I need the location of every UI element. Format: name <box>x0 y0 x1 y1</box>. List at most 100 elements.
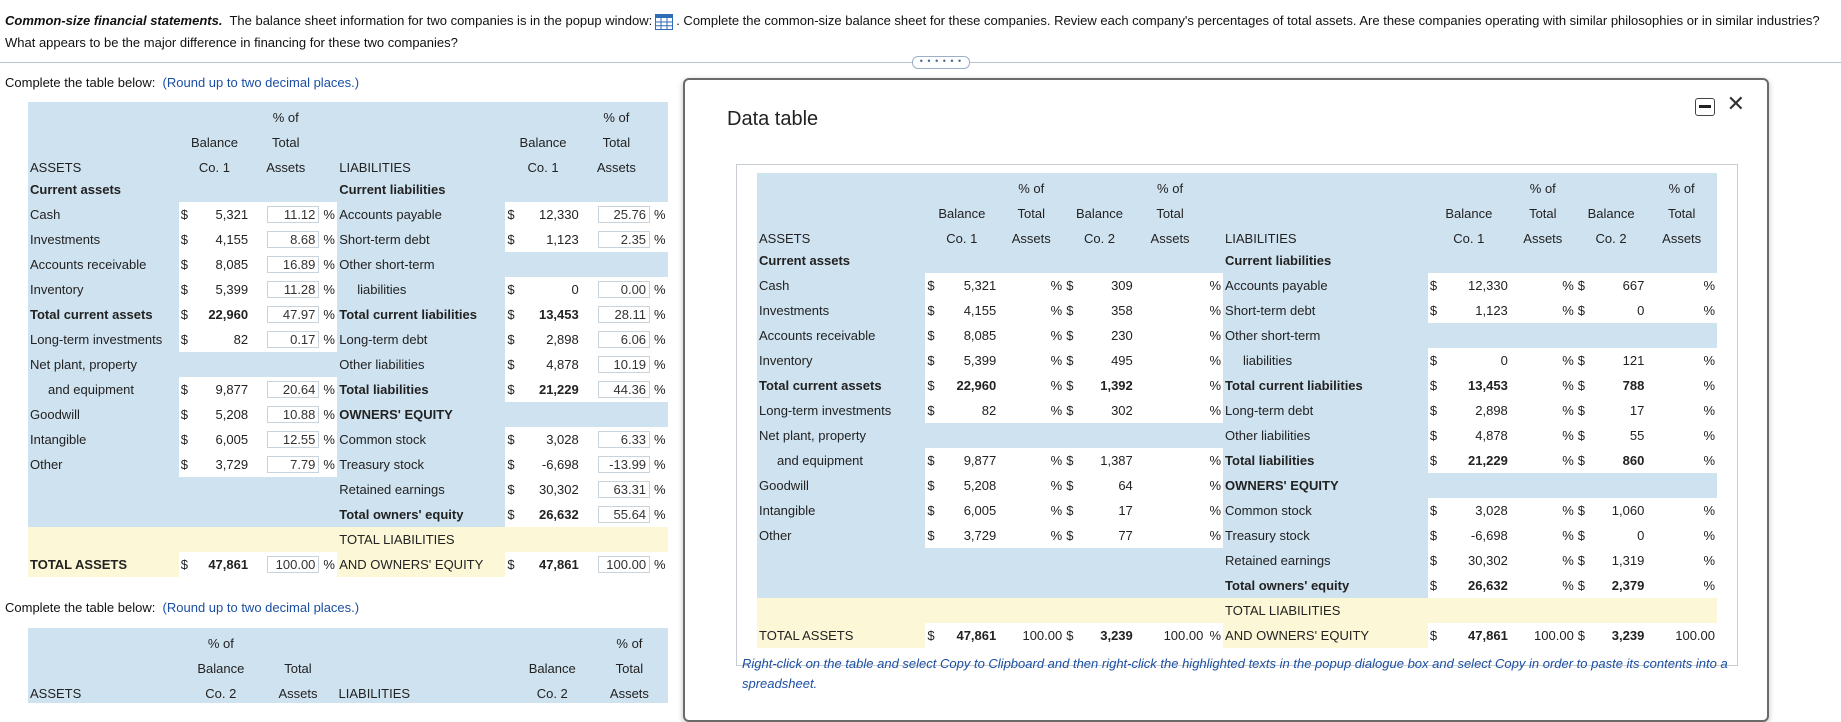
row-label-goodwill: Goodwill <box>28 402 179 427</box>
dt-co2-cash: 309 <box>1111 278 1133 293</box>
dialog-title: Data table <box>727 108 819 130</box>
instruction-2: Complete the table below: (Round up to t… <box>5 600 360 615</box>
answer-table-co2: % of % of Balance Total Balance Total AS… <box>28 628 668 703</box>
dt-co2-inventory: 495 <box>1111 353 1133 368</box>
row-label-total_current_liabilities: Total current liabilities <box>337 302 506 327</box>
dt-co2-intangible: 17 <box>1118 503 1133 518</box>
co1-total_current_assets: 22,960 <box>208 307 249 322</box>
dt-label-current_liabilities: Current liabilities <box>1223 248 1428 273</box>
row-label-total_liab_equity_2: AND OWNERS' EQUITY <box>337 552 506 577</box>
dt-label-blank <box>757 598 926 623</box>
data-table: % of% of% of% of Balance Total Balance Total… <box>757 173 1717 648</box>
pct-input-cash[interactable]: 11.12 <box>250 202 321 227</box>
dt-co2-other_short_term: 121 <box>1622 353 1645 368</box>
co1-investments: 4,155 <box>215 232 249 247</box>
resize-handle[interactable]: • • • • • • <box>912 56 970 69</box>
row-label-accounts_receivable: Accounts receivable <box>28 252 179 277</box>
dt-co2-other: 77 <box>1118 528 1133 543</box>
dt-co2-net_plant: 1,387 <box>1100 453 1133 468</box>
pct-input-accounts_receivable[interactable]: 16.89 <box>250 252 321 277</box>
question-line1-cont: . Complete the common-size balance sheet… <box>676 13 1820 28</box>
co1-treasury_stock: -6,698 <box>541 457 579 472</box>
row-label-common_stock: Common stock <box>337 427 506 452</box>
pct-input-total_liabilities[interactable]: 44.36 <box>581 377 652 402</box>
dt-co2-total_owners_equity: 2,379 <box>1611 578 1645 593</box>
co1-long_term_investments: 82 <box>233 332 249 347</box>
dt-label-net_plant_2: and equipment <box>757 448 926 473</box>
dt-co2-total_liabilities: 860 <box>1622 453 1645 468</box>
dt-label-total_liab_equity_2: AND OWNERS' EQUITY <box>1223 623 1428 648</box>
co1-accounts_payable: 12,330 <box>538 207 579 222</box>
row-label-long_term_debt: Long-term debt <box>337 327 506 352</box>
dt-co1-total_current_assets: 22,960 <box>956 378 997 393</box>
row-label-blank <box>28 502 179 527</box>
dt-co1-intangible: 6,005 <box>963 503 997 518</box>
dt-label-other_short_term_2: liabilities <box>1223 348 1428 373</box>
co1-other: 3,729 <box>215 457 249 472</box>
co1-net_plant: 9,877 <box>215 382 249 397</box>
row-label-intangible: Intangible <box>28 427 179 452</box>
dt-co2-other_liabilities: 55 <box>1629 428 1645 443</box>
co1-common_stock: 3,028 <box>546 432 579 447</box>
dt-label-total_assets: TOTAL ASSETS <box>757 623 926 648</box>
dt-label-owners_equity: OWNERS' EQUITY <box>1223 473 1428 498</box>
row-label-retained_earnings: Retained earnings <box>337 477 506 502</box>
question-line2: What appears to be the major difference … <box>5 35 458 50</box>
dt-label-total_liab_equity_1: TOTAL LIABILITIES <box>1223 598 1428 623</box>
pct-input-net_plant[interactable]: 20.64 <box>250 377 321 402</box>
answer-table-co1: % of% of Balance Total Balance Total ASSETS Co… <box>28 102 668 577</box>
dt-label-other: Other <box>757 523 926 548</box>
pct-input-total_current_assets[interactable]: 47.97 <box>250 302 321 327</box>
co1-other_short_term: 0 <box>571 282 579 297</box>
pct-input-total_liab_equity[interactable]: 100.00 <box>581 552 652 577</box>
pct-input-investments[interactable]: 8.68 <box>250 227 321 252</box>
close-icon[interactable]: ✕ <box>1726 91 1745 116</box>
co1-retained_earnings: 30,302 <box>538 482 579 497</box>
co1-cash: 5,321 <box>215 207 249 222</box>
dt-co1-long_term_investments: 82 <box>981 403 997 418</box>
co1-short_term_debt: 1,123 <box>546 232 579 247</box>
pct-input-treasury_stock[interactable]: -13.99 <box>581 452 652 477</box>
dt-co2-investments: 358 <box>1111 303 1133 318</box>
dt-label-blank <box>757 548 926 573</box>
dt-co1-long_term_debt: 2,898 <box>1475 403 1508 418</box>
pct-input-inventory[interactable]: 11.28 <box>250 277 321 302</box>
pct-input-intangible[interactable]: 12.55 <box>250 427 321 452</box>
pct-input-long_term_debt[interactable]: 6.06 <box>581 327 652 352</box>
dt-co2-short_term_debt: 0 <box>1637 303 1645 318</box>
dt-co1-inventory: 5,399 <box>963 353 997 368</box>
pct-input-total_assets[interactable]: 100.00 <box>250 552 321 577</box>
question-title: Common-size financial statements. <box>5 13 223 28</box>
pct-input-total_owners_equity[interactable]: 55.64 <box>581 502 652 527</box>
pct-input-other_short_term[interactable]: 0.00 <box>581 277 652 302</box>
pct-input-other_liabilities[interactable]: 10.19 <box>581 352 652 377</box>
dt-co2-accounts_payable: 667 <box>1622 278 1645 293</box>
dt-label-retained_earnings: Retained earnings <box>1223 548 1428 573</box>
pct-input-goodwill[interactable]: 10.88 <box>250 402 321 427</box>
row-label-treasury_stock: Treasury stock <box>337 452 506 477</box>
co1-long_term_debt: 2,898 <box>546 332 579 347</box>
row-label-accounts_payable: Accounts payable <box>337 202 506 227</box>
pct-input-common_stock[interactable]: 6.33 <box>581 427 652 452</box>
dt-co1-accounts_payable: 12,330 <box>1468 278 1508 293</box>
pct-input-short_term_debt[interactable]: 2.35 <box>581 227 652 252</box>
dt-label-cash: Cash <box>757 273 926 298</box>
dt-label-other_short_term_1: Other short-term <box>1223 323 1428 348</box>
pct-input-total_current_liabilities[interactable]: 28.11 <box>581 302 652 327</box>
minimize-button[interactable] <box>1695 98 1715 116</box>
pct-input-accounts_payable[interactable]: 25.76 <box>581 202 652 227</box>
row-label-current_liabilities: Current liabilities <box>337 177 506 202</box>
data-table-icon[interactable] <box>655 13 674 30</box>
pct-input-long_term_investments[interactable]: 0.17 <box>250 327 321 352</box>
header-liabilities: LIABILITIES <box>337 152 506 177</box>
dt-co1-retained_earnings: 30,302 <box>1468 553 1508 568</box>
row-label-other: Other <box>28 452 179 477</box>
copy-instructions: Right-click on the table and select Copy… <box>742 656 1728 691</box>
co1-total_assets: 47,861 <box>208 557 249 572</box>
row-label-total_liabilities: Total liabilities <box>337 377 506 402</box>
pct-input-retained_earnings[interactable]: 63.31 <box>581 477 652 502</box>
dt-co1-total_assets: 47,861 <box>956 628 997 643</box>
dt-co2-long_term_investments: 302 <box>1111 403 1133 418</box>
dt-co1-common_stock: 3,028 <box>1475 503 1508 518</box>
pct-input-other[interactable]: 7.79 <box>250 452 321 477</box>
